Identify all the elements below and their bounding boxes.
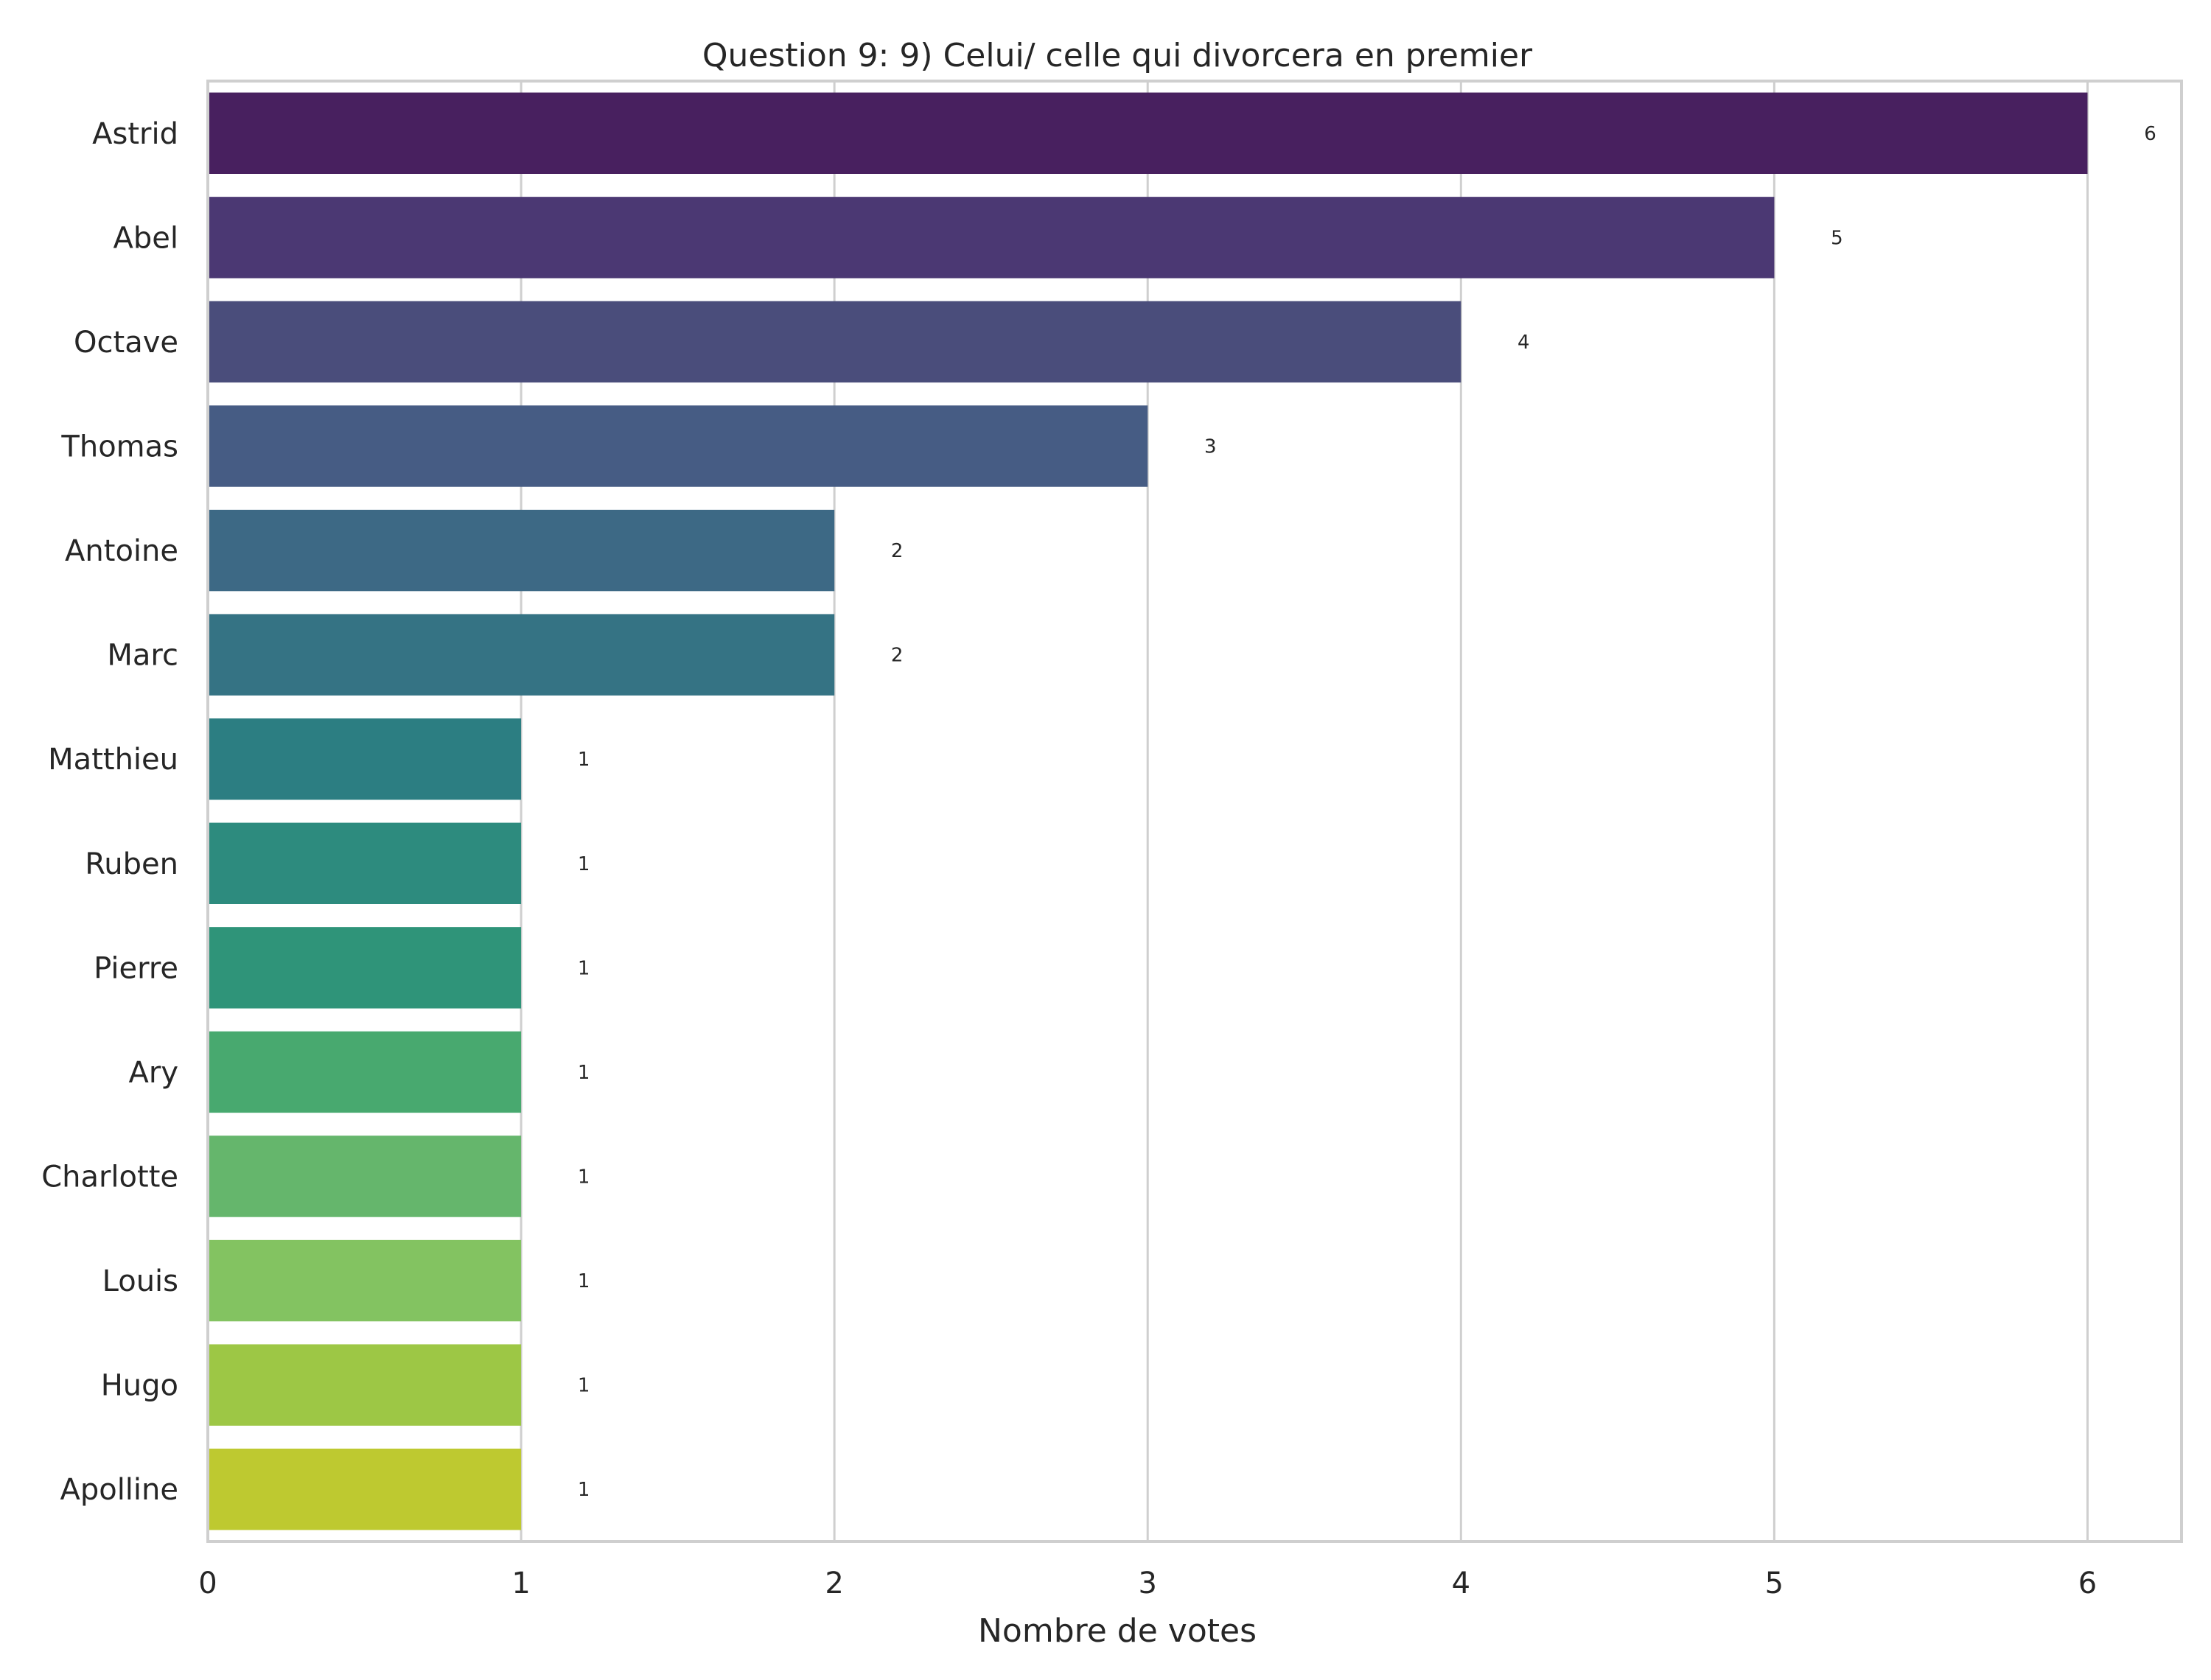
value-label: 6	[2144, 123, 2156, 145]
y-tick-label: Charlotte	[41, 1161, 178, 1194]
bar	[208, 1344, 522, 1426]
x-axis-label: Nombre de votes	[978, 1612, 1257, 1650]
value-label: 1	[578, 1479, 590, 1501]
bar	[208, 1449, 522, 1530]
value-label: 1	[578, 1375, 590, 1397]
bar	[208, 405, 1148, 487]
value-label: 1	[578, 957, 590, 979]
value-label: 5	[1831, 227, 1843, 249]
bar	[208, 1239, 522, 1322]
value-label: 1	[578, 749, 590, 771]
bar	[208, 927, 522, 1009]
y-tick-label: Abel	[113, 221, 178, 255]
y-tick-label: Louis	[102, 1264, 178, 1298]
chart-title: Question 9: 9) Celui/ celle qui divorcer…	[702, 37, 1533, 74]
x-tick-label: 2	[825, 1567, 843, 1600]
y-tick-label: Thomas	[60, 430, 178, 464]
plot-frame	[206, 80, 2183, 1543]
bar	[208, 718, 522, 800]
value-label: 4	[1517, 332, 1530, 354]
value-label: 1	[578, 1270, 590, 1292]
y-tick-label: Hugo	[101, 1369, 178, 1403]
y-tick-label: Pierre	[94, 951, 178, 985]
y-tick-label: Marc	[107, 639, 178, 673]
bar	[208, 822, 522, 904]
bars	[208, 92, 2088, 1530]
bar	[208, 1031, 522, 1113]
y-tick-label: Ary	[129, 1056, 178, 1090]
value-label: 3	[1204, 436, 1217, 458]
gridlines	[520, 81, 2089, 1541]
y-tick-label: Apolline	[60, 1473, 178, 1507]
value-label: 2	[891, 540, 904, 562]
x-tick-label: 5	[1765, 1567, 1784, 1600]
x-tick-label: 1	[511, 1567, 530, 1600]
x-axis-ticks: 0 1 2 3 4 5 6	[198, 1567, 2097, 1600]
x-tick-label: 3	[1139, 1567, 1157, 1600]
y-tick-label: Matthieu	[48, 743, 178, 777]
y-tick-label: Octave	[74, 326, 178, 360]
bar	[208, 197, 1775, 279]
bar	[208, 92, 2088, 174]
value-label: 1	[578, 1062, 590, 1084]
value-label: 1	[578, 1166, 590, 1189]
y-tick-label: Antoine	[65, 534, 178, 568]
y-tick-label: Ruben	[85, 847, 178, 881]
y-axis-ticks: Astrid Abel Octave Thomas Antoine Marc Matthie…	[41, 117, 178, 1507]
x-tick-label: 4	[1452, 1567, 1470, 1600]
value-labels: 6 5 4 3 2 2 1 1 1 1 1 1 1 1	[578, 123, 2156, 1501]
bar	[208, 1135, 522, 1217]
x-tick-label: 6	[2078, 1567, 2097, 1600]
bar	[208, 301, 1461, 383]
y-tick-label: Astrid	[92, 117, 178, 151]
bar	[208, 509, 835, 592]
bar	[208, 614, 835, 696]
x-tick-label: 0	[198, 1567, 217, 1600]
value-label: 1	[578, 853, 590, 875]
value-label: 2	[891, 645, 904, 667]
